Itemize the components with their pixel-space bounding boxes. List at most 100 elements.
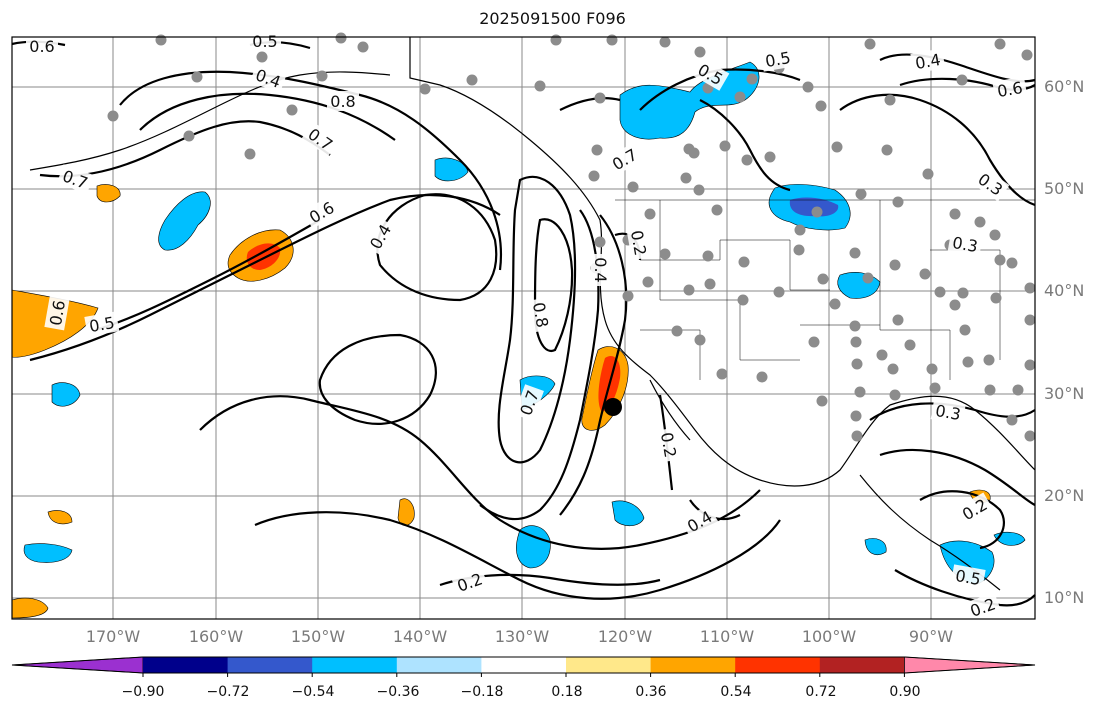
colorbar-segment xyxy=(143,657,229,673)
colorbar-segment xyxy=(566,657,652,673)
station-dot xyxy=(764,151,776,163)
station-dot xyxy=(671,325,683,337)
colorbar-tick-label: 0.54 xyxy=(720,684,752,700)
station-dot xyxy=(746,73,758,85)
lat-label-50n: 50°N xyxy=(1044,179,1085,198)
lon-label-120w: 120°W xyxy=(597,627,653,646)
station-dot xyxy=(693,184,705,196)
station-dot xyxy=(959,324,971,336)
station-dot xyxy=(974,216,986,228)
fill-small-blue-2 xyxy=(434,157,469,182)
station-dot xyxy=(773,286,785,298)
station-dot xyxy=(719,140,731,152)
station-dot xyxy=(815,100,827,112)
station-dot xyxy=(741,154,753,166)
station-dot xyxy=(155,34,167,46)
station-dot xyxy=(816,395,828,407)
colorbar-tick-label: 0.90 xyxy=(889,684,921,700)
station-dot xyxy=(622,290,634,302)
contour-label: 0.6 xyxy=(46,299,69,327)
station-dot xyxy=(644,208,656,220)
colorbar-tick-label: −0.72 xyxy=(206,684,250,700)
contour-label: 0.4 xyxy=(591,257,610,282)
station-dot xyxy=(892,314,904,326)
station-dot xyxy=(466,74,478,86)
station-dot xyxy=(694,334,706,346)
station-dot xyxy=(550,34,562,46)
station-dot xyxy=(711,204,723,216)
station-dot xyxy=(862,272,874,284)
colorbar-tick-label: −0.36 xyxy=(376,684,420,700)
colorbar-segment xyxy=(396,657,482,673)
station-dot xyxy=(688,147,700,159)
contour-label: 0.2 xyxy=(627,229,650,257)
fill-blue-eq-pacific xyxy=(516,525,551,569)
station-dot xyxy=(588,170,600,182)
contour-labels: 0.6 0.50.40.80.70.70.60.40.6 0.5 0.80.70.20… xyxy=(26,31,1028,622)
station-dot xyxy=(994,38,1006,50)
colorbar-segment xyxy=(650,657,736,673)
colorbar-tick-label: −0.18 xyxy=(460,684,504,700)
station-dot xyxy=(934,286,946,298)
station-dot xyxy=(683,284,695,296)
station-dot xyxy=(876,349,888,361)
fill-small-orange-2 xyxy=(96,184,121,203)
station-dot xyxy=(534,80,546,92)
colorbar-tick-label: 0.72 xyxy=(805,684,837,700)
colorbar-tick-label: 0.36 xyxy=(635,684,667,700)
station-dot xyxy=(793,244,805,256)
station-dot xyxy=(591,144,603,156)
station-dot xyxy=(1024,359,1036,371)
station-dot xyxy=(855,188,867,200)
station-dot xyxy=(926,363,938,375)
station-dot xyxy=(1024,314,1036,326)
station-dot xyxy=(738,256,750,268)
station-dot xyxy=(756,371,768,383)
station-dot xyxy=(357,41,369,53)
station-dot xyxy=(956,74,968,86)
station-dot xyxy=(881,144,893,156)
map-title: 2025091500 F096 xyxy=(479,9,626,28)
station-dot xyxy=(802,81,814,93)
fill-small-blue-3 xyxy=(611,500,645,527)
contour-label: 0.5 xyxy=(954,566,982,589)
station-dot xyxy=(990,292,1002,304)
station-dot xyxy=(892,196,904,208)
lon-label-130w: 130°W xyxy=(494,627,550,646)
station-dot xyxy=(919,268,931,280)
station-dot xyxy=(849,320,861,332)
lon-label-150w: 150°W xyxy=(290,627,346,646)
station-dot xyxy=(811,206,823,218)
colorbar-segment xyxy=(481,657,567,673)
station-dot xyxy=(929,382,941,394)
station-dot xyxy=(704,278,716,290)
station-dot xyxy=(694,46,706,58)
colorbar-segment xyxy=(227,657,313,673)
station-dot xyxy=(817,273,829,285)
contour-label: 0.2 xyxy=(657,431,680,459)
station-dot xyxy=(256,51,268,63)
fill-small-blue-6 xyxy=(993,531,1026,546)
contour-label: 0.4 xyxy=(914,50,942,73)
station-dot xyxy=(627,181,639,193)
lon-label-90w: 90°W xyxy=(908,627,954,646)
station-dot xyxy=(957,287,969,299)
contour-label: 0.5 xyxy=(88,313,116,336)
station-dot xyxy=(594,236,606,248)
map-frame xyxy=(11,36,1036,620)
station-dot xyxy=(734,91,746,103)
station-dot xyxy=(244,148,256,160)
station-dot xyxy=(889,259,901,271)
station-dot xyxy=(1012,384,1024,396)
station-dot xyxy=(642,276,654,288)
station-dot xyxy=(850,410,862,422)
station-dot xyxy=(1024,430,1036,442)
station-dot xyxy=(680,172,692,184)
lon-label-140w: 140°W xyxy=(392,627,448,646)
colorbar xyxy=(11,656,1036,677)
lon-label-170w: 170°W xyxy=(85,627,141,646)
station-dot xyxy=(851,358,863,370)
contour-label: 0.6 xyxy=(996,78,1024,101)
lon-label-100w: 100°W xyxy=(801,627,857,646)
